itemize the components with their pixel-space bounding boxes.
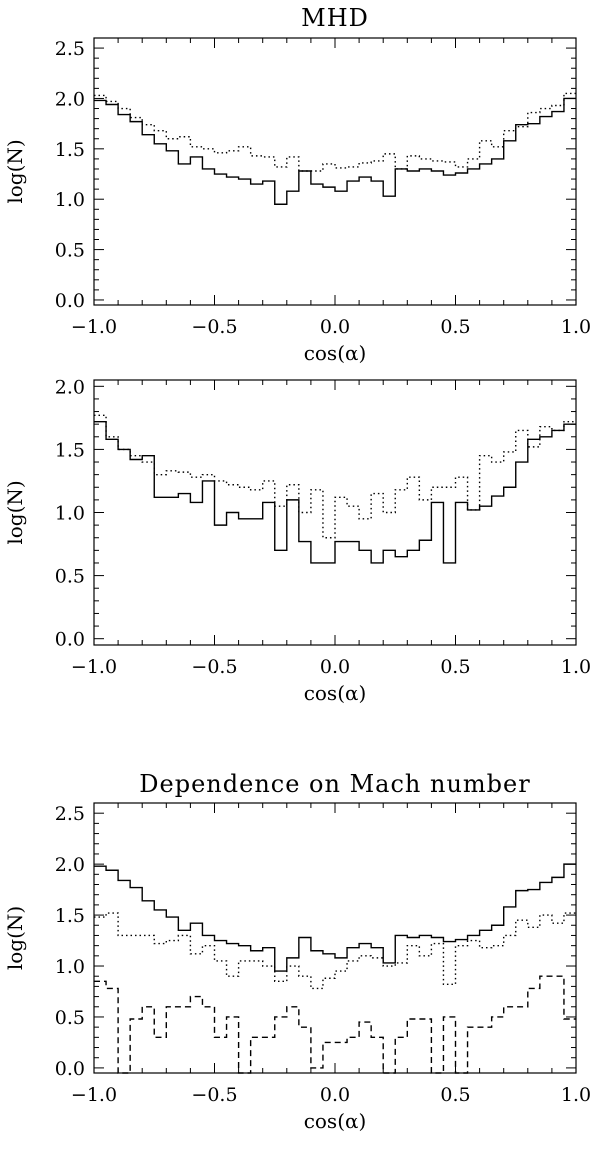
series-solid: [94, 863, 576, 972]
y-tick-label: 2.0: [55, 376, 85, 398]
x-tick-label: 0.5: [440, 656, 470, 678]
x-tick-label: 1.0: [561, 656, 591, 678]
y-tick-label: 1.0: [55, 189, 85, 211]
y-tick-label: 0.5: [55, 240, 85, 262]
series-dotted: [94, 912, 576, 990]
y-tick-label: 0.0: [55, 290, 85, 312]
chart-title: Dependence on Mach number: [139, 770, 530, 798]
plot-frame: [93, 37, 577, 306]
x-tick-label: 0.0: [320, 1084, 350, 1106]
y-tick-label: 2.5: [55, 38, 85, 60]
chart-title: MHD: [301, 4, 369, 32]
y-tick-label: 0.0: [55, 1058, 85, 1080]
series-dashed: [94, 975, 576, 1074]
x-tick-label: 1.0: [561, 1084, 591, 1106]
y-tick-label: 1.5: [55, 139, 85, 161]
x-axis-label: cos(α): [304, 1109, 367, 1133]
x-tick-label: −1.0: [71, 656, 117, 678]
x-tick-label: −0.5: [191, 656, 237, 678]
y-axis-label: log(N): [3, 906, 27, 970]
y-tick-label: 1.5: [55, 905, 85, 927]
panel-middle: −1.0 −0.5 0.0 0.5 1.0 0.0 0.5 1.0 1.5 2.0 cos(α) lo…: [3, 376, 591, 705]
x-axis-label: cos(α): [304, 681, 367, 705]
series-solid: [94, 420, 576, 564]
panel-mach-number: −1.0 −0.5 0.0 0.5 1.0 0.0 0.5 1.0 1.5 2.0 2.5 cos(α…: [3, 770, 591, 1133]
y-tick-label: 0.0: [55, 629, 85, 651]
plot-frame: [93, 379, 577, 646]
y-tick-label: 0.5: [55, 1007, 85, 1029]
x-tick-label: −0.5: [191, 316, 237, 338]
x-tick-label: −0.5: [191, 1084, 237, 1106]
x-tick-label: −1.0: [71, 316, 117, 338]
y-axis-label: log(N): [3, 139, 27, 203]
y-tick-label: 2.0: [55, 854, 85, 876]
x-tick-label: 0.0: [320, 316, 350, 338]
x-tick-label: −1.0: [71, 1084, 117, 1106]
y-tick-label: 2.0: [55, 88, 85, 110]
series-solid: [94, 97, 576, 205]
y-tick-label: 2.5: [55, 803, 85, 825]
x-tick-label: 0.5: [440, 316, 470, 338]
x-tick-label: 1.0: [561, 316, 591, 338]
y-tick-label: 1.0: [55, 503, 85, 525]
y-axis-label: log(N): [3, 480, 27, 544]
panel-mhd: −1.0 −0.5 0.0 0.5 1.0 0.0 0.5 1.0 1.5 2.0 2.5 cos(α…: [3, 4, 591, 365]
y-tick-label: 0.5: [55, 566, 85, 588]
y-tick-label: 1.5: [55, 439, 85, 461]
x-tick-label: 0.0: [320, 656, 350, 678]
series-dotted: [94, 414, 576, 539]
x-axis-label: cos(α): [304, 341, 367, 365]
x-tick-label: 0.5: [440, 1084, 470, 1106]
y-tick-label: 1.0: [55, 956, 85, 978]
